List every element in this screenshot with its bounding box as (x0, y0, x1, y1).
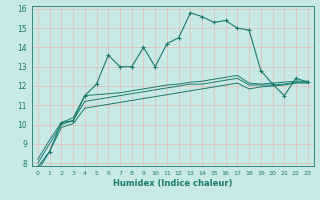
X-axis label: Humidex (Indice chaleur): Humidex (Indice chaleur) (113, 179, 233, 188)
